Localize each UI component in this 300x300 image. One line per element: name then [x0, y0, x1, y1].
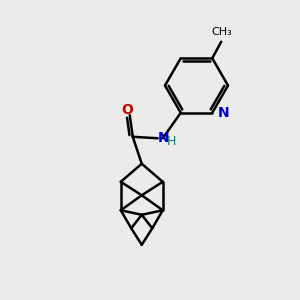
Text: N: N	[158, 131, 169, 145]
Text: CH₃: CH₃	[211, 27, 232, 37]
Text: O: O	[122, 103, 133, 117]
Text: N: N	[218, 106, 229, 120]
Text: H: H	[167, 135, 176, 148]
